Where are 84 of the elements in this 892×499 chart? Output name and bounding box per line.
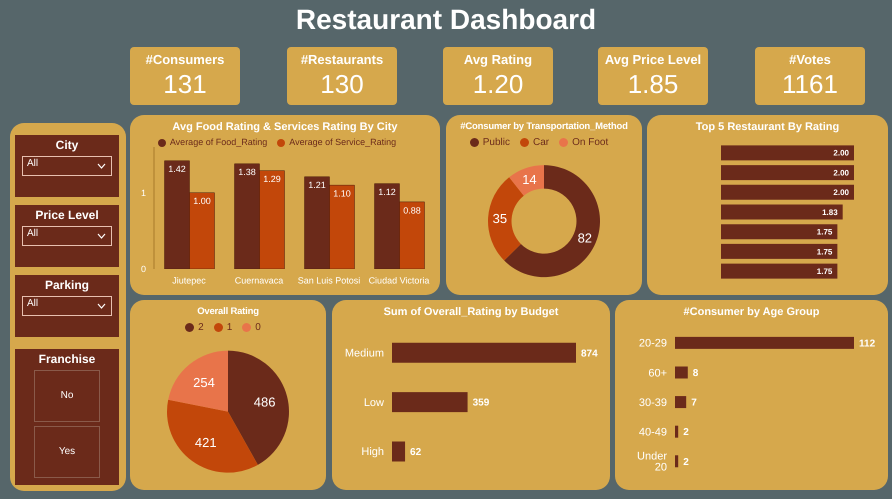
category-label: #Consumers: [144, 52, 226, 67]
bar: [675, 336, 854, 349]
data-label: 2.00: [833, 168, 850, 178]
donut-slice: [488, 177, 524, 261]
data-label: 14: [522, 172, 537, 187]
category-label: City: [54, 138, 80, 152]
data-label: 421: [194, 434, 217, 450]
x-tick-label: San Luis Potosi: [298, 275, 360, 286]
category-label: Avg Rating: [462, 52, 534, 67]
x-tick-label: Ciudad Victoria: [368, 275, 430, 286]
data-label: 82: [578, 230, 592, 246]
legend-label: On Foot: [572, 137, 608, 148]
category-label: Price Level: [34, 208, 100, 222]
data-label: 1.83: [822, 208, 838, 217]
text: Restaurant Dashboard: [294, 4, 598, 36]
chart-title: Top 5 Restaurant By Rating: [694, 121, 840, 133]
y-tick-label: Under 20: [637, 450, 668, 474]
bar: [675, 426, 678, 438]
data-label: 2.00: [833, 188, 850, 198]
data-label: 1.75: [816, 228, 833, 237]
bar: [675, 396, 686, 408]
legend-label: Public: [482, 137, 510, 148]
y-tick-label: Medium: [344, 348, 384, 360]
bar: [675, 455, 678, 468]
data-label: 35: [492, 211, 508, 226]
data-label: 0.88: [403, 205, 421, 216]
toggle-button: No: [34, 370, 100, 422]
category-label: Franchise: [38, 352, 96, 366]
data-label: 7: [691, 398, 698, 409]
legend-label: 2: [198, 322, 204, 333]
data-label: 1.75: [816, 266, 833, 276]
data-label: 62: [410, 447, 422, 458]
data-label: 1.10: [333, 188, 351, 199]
data-label: 254: [193, 374, 215, 390]
toggle-button: Yes: [34, 426, 100, 478]
y-tick-label: Low: [364, 396, 384, 409]
data-label: 1.38: [238, 167, 256, 178]
data-label: 1.00: [193, 196, 211, 206]
data-label: 1.12: [378, 186, 396, 197]
data-label: 874: [581, 348, 598, 360]
y-tick-label: 40-49: [638, 426, 667, 439]
chart-title: Sum of Overall_Rating by Budget: [382, 306, 560, 318]
y-tick-label: 60+: [648, 367, 667, 380]
text: 1.85: [628, 69, 678, 99]
category-label: Avg Price Level: [604, 52, 702, 67]
x-tick-label: Jiutepec: [172, 275, 206, 286]
text: 131: [163, 69, 207, 99]
text: 1.20: [472, 69, 524, 99]
data-label: 1.75: [816, 247, 833, 256]
data-label: 359: [472, 398, 490, 409]
legend-label: 0: [255, 322, 261, 333]
chart-title: #Consumer by Transportation_Method: [459, 121, 629, 132]
pie-slice: [228, 350, 289, 465]
legend-label: Average of Service_Rating: [289, 137, 396, 147]
dropdown-field: All: [22, 226, 112, 246]
chart-title: Overall Rating: [196, 306, 260, 317]
bar: [675, 366, 688, 378]
category-label: #Votes: [788, 52, 832, 67]
y-tick-label: 30-39: [638, 396, 667, 409]
data-label: 486: [254, 394, 276, 410]
x-tick-label: Cuernavaca: [234, 275, 284, 286]
data-label: 1.42: [168, 164, 186, 174]
data-label: 8: [692, 368, 699, 380]
data-label: 2.00: [833, 148, 850, 158]
data-label: 1.21: [308, 180, 326, 190]
legend-label: Average of Food_Rating: [170, 137, 268, 147]
data-label: 2: [683, 427, 690, 438]
category-label: Parking: [44, 278, 90, 292]
pie-slice: [168, 350, 228, 412]
donut-slice: [509, 165, 544, 196]
data-label: 2: [683, 456, 690, 468]
dropdown-field: All: [22, 156, 112, 176]
y-tick-label: High: [361, 446, 384, 458]
chart-title: Avg Food Rating & Services Rating By City: [171, 121, 399, 133]
chart-title: #Consumer by Age Group: [682, 306, 820, 318]
legend-label: 1: [226, 322, 232, 333]
data-label: 112: [859, 338, 876, 350]
text: 1161: [782, 69, 838, 99]
legend-label: Car: [532, 137, 550, 148]
dropdown-field: All: [22, 296, 112, 316]
data-label: 1.29: [263, 174, 281, 184]
text: 130: [320, 69, 364, 99]
category-label: #Restaurants: [300, 52, 384, 67]
y-tick-label: 20-29: [638, 338, 667, 350]
